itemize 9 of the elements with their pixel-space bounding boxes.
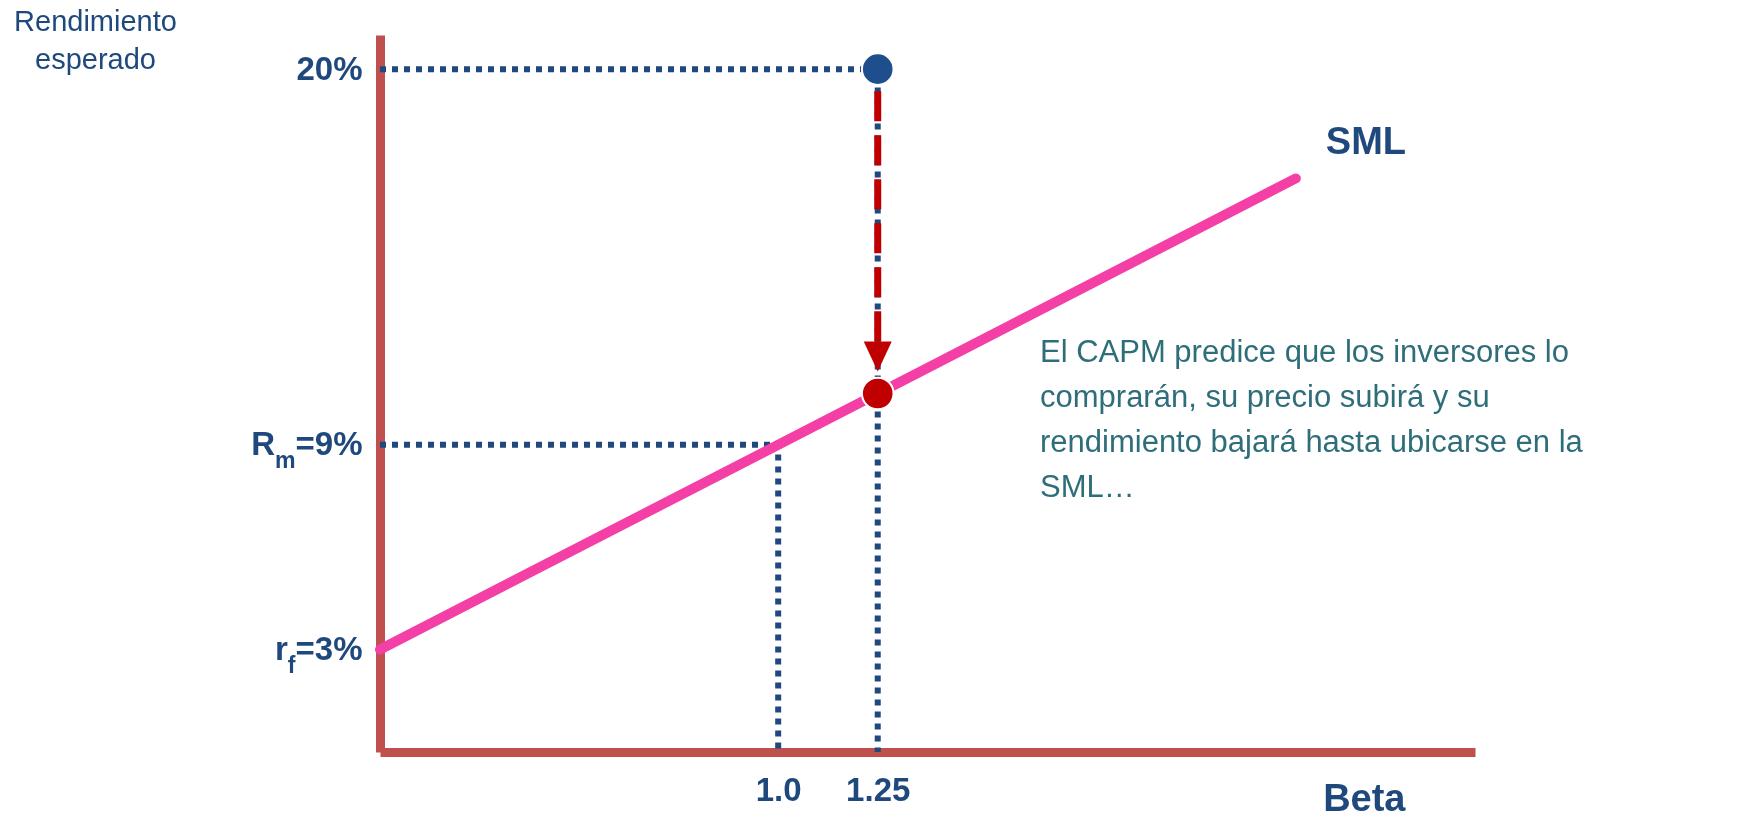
x-tick-label: 1.0 (755, 770, 802, 808)
x-tick-label: 1.25 (846, 770, 911, 808)
y-tick-label: R$_{m}$=9% (251, 425, 363, 474)
series-label: SML (1325, 120, 1407, 163)
x-axis-title: Beta (1323, 776, 1407, 819)
y-tick-label: r$_{f}$=3% (274, 630, 363, 679)
annotation: El CAPM predice que los inversores lo comprarán, su precio subirá y su rendimiento bajará hasta ubicarse en la SML… (1040, 333, 1584, 506)
y-axis-title: Rendimiento esperado (14, 4, 177, 75)
y-tick-label: 20% (296, 49, 363, 87)
